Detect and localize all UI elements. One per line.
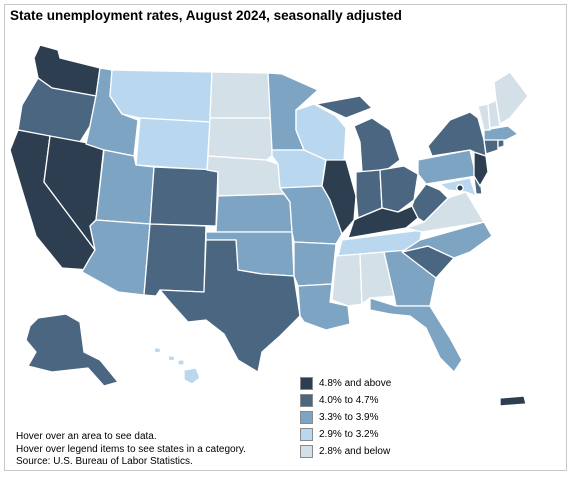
source-note: Source: U.S. Bureau of Labor Statistics. bbox=[16, 456, 193, 467]
state-wyoming[interactable] bbox=[135, 117, 211, 171]
state-alabama[interactable] bbox=[359, 251, 395, 305]
state-alaska[interactable] bbox=[25, 313, 119, 387]
district-of-columbia[interactable] bbox=[456, 184, 464, 192]
state-massachusetts[interactable] bbox=[483, 125, 519, 141]
state-arizona[interactable] bbox=[81, 219, 151, 296]
hover-note-legend: Hover over legend items to see states in… bbox=[16, 443, 246, 455]
state-north-dakota[interactable] bbox=[209, 71, 273, 119]
hover-note-areas: Hover over an area to see data. bbox=[16, 431, 157, 442]
state-arkansas[interactable] bbox=[293, 241, 337, 287]
state-new-york[interactable] bbox=[427, 111, 487, 157]
state-montana[interactable] bbox=[109, 69, 213, 123]
territory-puerto-rico[interactable] bbox=[499, 395, 527, 407]
state-florida[interactable] bbox=[369, 297, 463, 373]
state-vermont[interactable] bbox=[477, 103, 491, 131]
legend-label: 4.0% to 4.7% bbox=[319, 395, 379, 406]
legend-label: 4.8% and above bbox=[319, 378, 392, 389]
state-north-carolina[interactable] bbox=[401, 221, 493, 259]
legend-item-3-3-to-3-9[interactable]: 3.3% to 3.9% bbox=[300, 409, 391, 426]
legend-swatch bbox=[300, 411, 313, 424]
legend-item-2-8-and-below[interactable]: 2.8% and below bbox=[300, 443, 391, 460]
state-maine[interactable] bbox=[493, 71, 529, 125]
map-title: State unemployment rates, August 2024, s… bbox=[10, 8, 402, 23]
state-michigan[interactable] bbox=[315, 95, 401, 173]
state-illinois[interactable] bbox=[321, 159, 357, 235]
legend-label: 2.9% to 3.2% bbox=[319, 429, 379, 440]
legend-label: 3.3% to 3.9% bbox=[319, 412, 379, 423]
state-louisiana[interactable] bbox=[297, 283, 351, 331]
legend-label: 2.8% and below bbox=[319, 446, 391, 457]
legend-swatch bbox=[300, 428, 313, 441]
legend-swatch bbox=[300, 377, 313, 390]
state-new-mexico[interactable] bbox=[143, 223, 207, 297]
map-notes: Hover over an area to see data. Hover ov… bbox=[16, 431, 246, 469]
legend: 4.8% and above 4.0% to 4.7% 3.3% to 3.9%… bbox=[300, 375, 391, 460]
state-west-virginia[interactable] bbox=[411, 183, 449, 223]
state-texas[interactable] bbox=[159, 239, 301, 373]
legend-item-4-0-to-4-7[interactable]: 4.0% to 4.7% bbox=[300, 392, 391, 409]
legend-item-4-8-and-above[interactable]: 4.8% and above bbox=[300, 375, 391, 392]
state-kansas[interactable] bbox=[215, 193, 293, 233]
state-mississippi[interactable] bbox=[331, 253, 363, 307]
state-oregon[interactable] bbox=[17, 77, 97, 143]
legend-swatch bbox=[300, 394, 313, 407]
legend-item-2-9-to-3-2[interactable]: 2.9% to 3.2% bbox=[300, 426, 391, 443]
legend-swatch bbox=[300, 445, 313, 458]
state-colorado[interactable] bbox=[149, 166, 219, 227]
state-south-dakota[interactable] bbox=[207, 117, 273, 161]
state-hawaii[interactable] bbox=[153, 347, 201, 385]
state-nebraska[interactable] bbox=[206, 155, 285, 197]
